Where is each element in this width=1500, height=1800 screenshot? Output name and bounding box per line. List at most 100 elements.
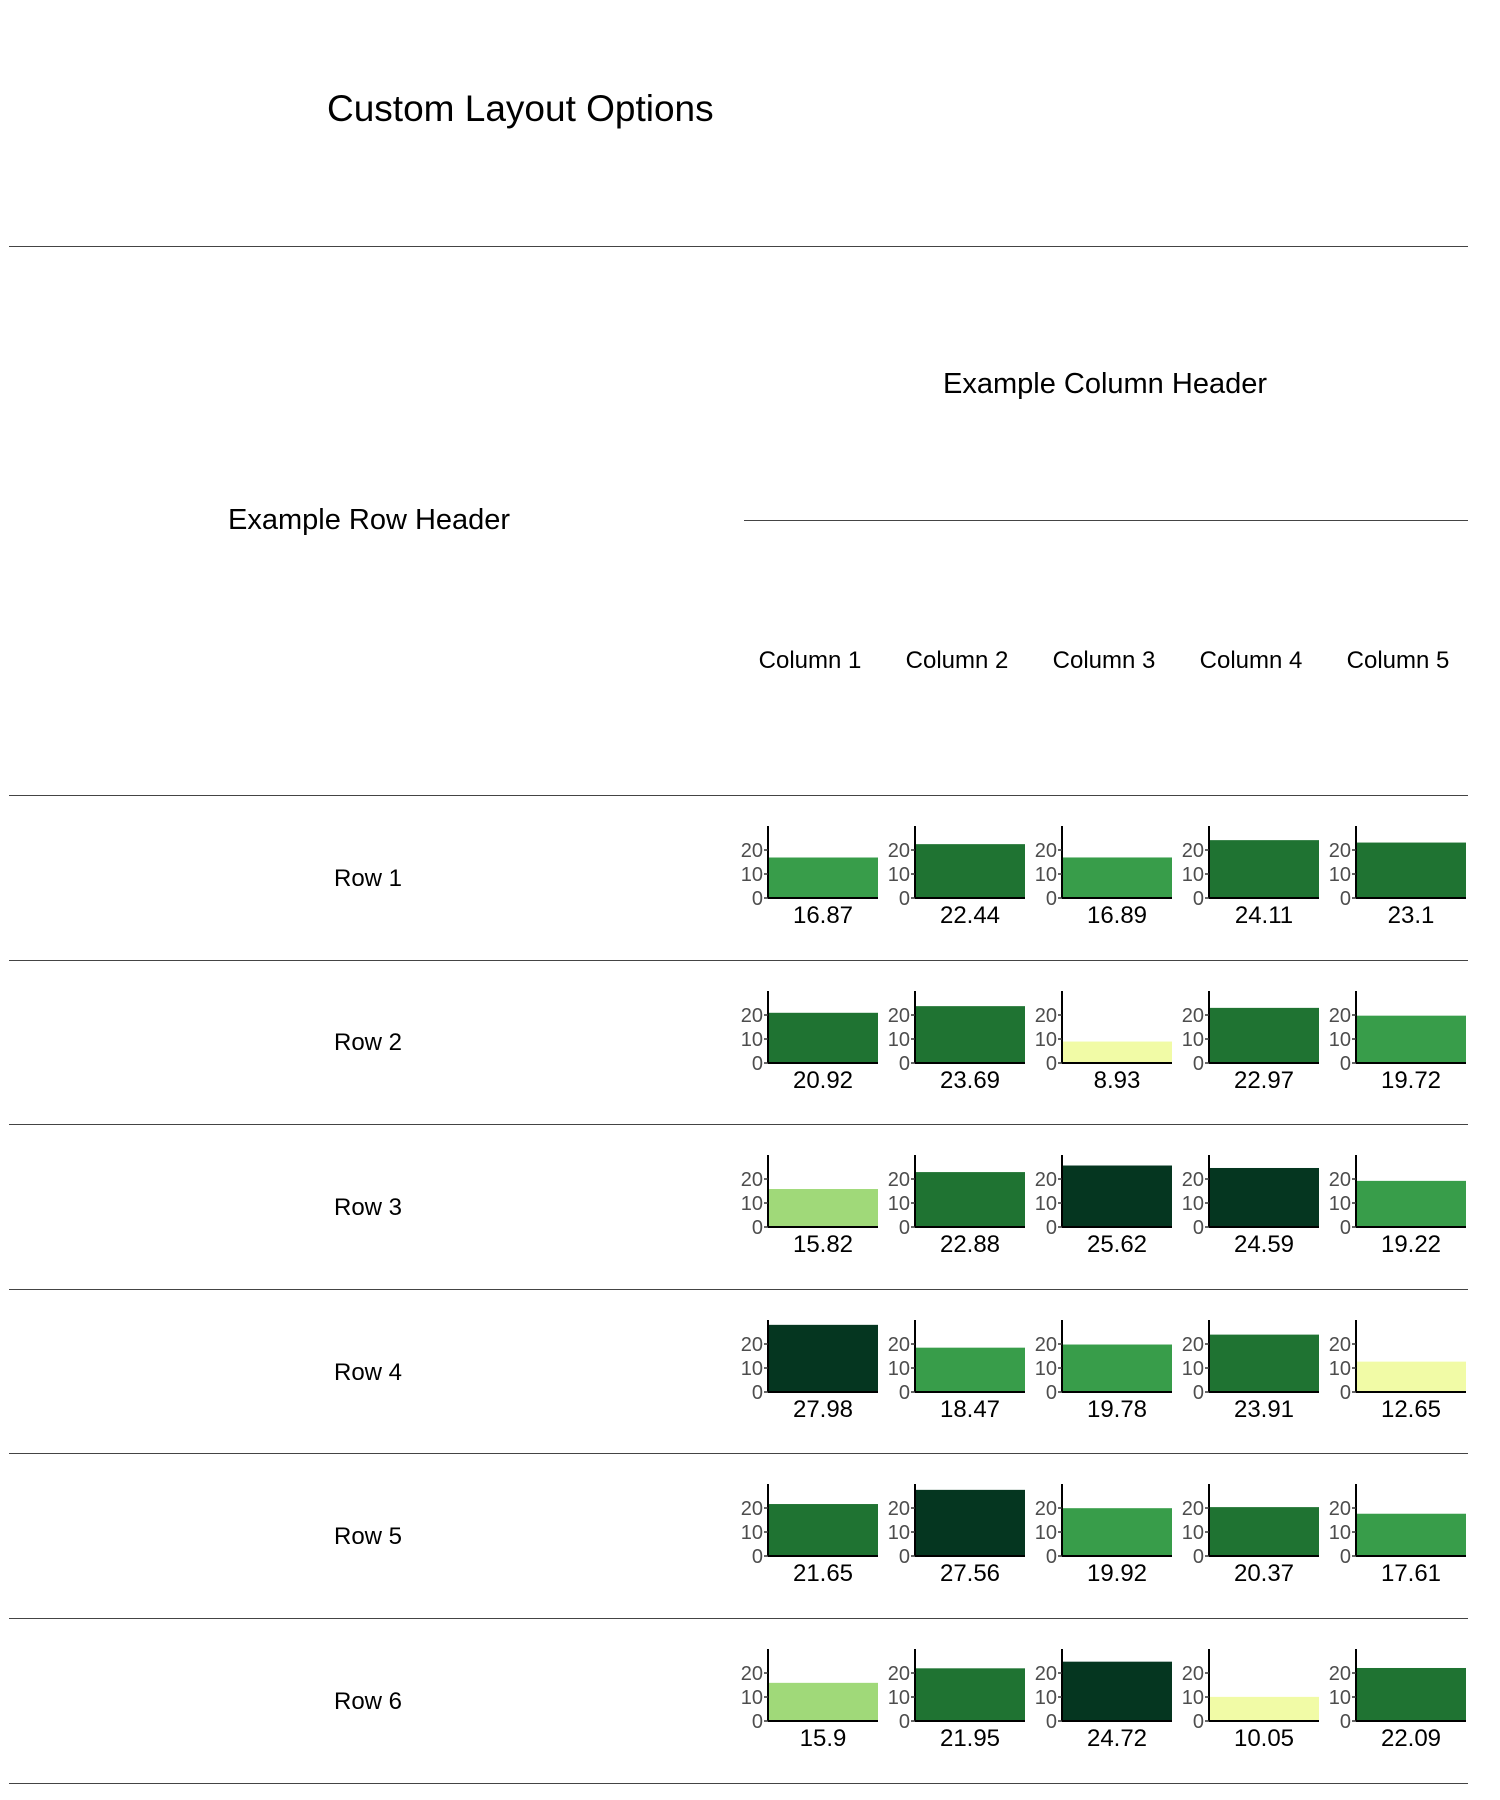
y-tick-label: 0 [752, 1217, 763, 1239]
value-label: 20.92 [793, 1067, 853, 1094]
y-tick-label: 10 [1035, 1193, 1057, 1215]
value-label: 22.88 [940, 1231, 1000, 1258]
value-label: 19.92 [1087, 1560, 1147, 1587]
bar [915, 1668, 1025, 1721]
bar [1356, 842, 1466, 898]
bar [1356, 1667, 1466, 1721]
y-tick-label: 10 [1182, 1029, 1204, 1051]
value-label: 24.59 [1234, 1231, 1294, 1258]
value-label: 23.91 [1234, 1396, 1294, 1423]
y-tick-label: 10 [888, 1687, 910, 1709]
row-group-header: Example Row Header [228, 504, 511, 536]
y-tick-label: 20 [1329, 840, 1351, 862]
y-tick-label: 20 [1035, 1005, 1057, 1027]
y-tick-label: 20 [1182, 1005, 1204, 1027]
row-divider [9, 1618, 1468, 1619]
y-tick-label: 0 [899, 1217, 910, 1239]
y-tick-label: 0 [752, 1053, 763, 1075]
y-tick-label: 20 [888, 1169, 910, 1191]
value-label: 18.47 [940, 1396, 1000, 1423]
value-label: 15.82 [793, 1231, 853, 1258]
y-tick-label: 0 [1340, 1053, 1351, 1075]
table-title: Custom Layout Options [327, 88, 714, 129]
row-label: Row 1 [333, 865, 403, 892]
bar [1356, 1180, 1466, 1227]
value-label: 27.56 [940, 1560, 1000, 1587]
y-tick-label: 0 [1340, 1217, 1351, 1239]
divider-header-bottom [9, 795, 1468, 796]
y-tick-label: 0 [752, 1382, 763, 1404]
y-tick-label: 0 [752, 1546, 763, 1568]
y-tick-label: 0 [899, 1053, 910, 1075]
y-tick-label: 0 [1193, 888, 1204, 910]
value-label: 8.93 [1094, 1067, 1141, 1094]
value-label: 15.9 [800, 1725, 847, 1752]
bar [915, 844, 1025, 898]
y-tick-label: 20 [1329, 1169, 1351, 1191]
y-tick-label: 20 [1182, 1498, 1204, 1520]
y-tick-label: 0 [1340, 1382, 1351, 1404]
value-label: 24.72 [1087, 1725, 1147, 1752]
column-label: Column 5 [1346, 647, 1450, 674]
value-label: 16.89 [1087, 902, 1147, 929]
y-tick-label: 10 [888, 1522, 910, 1544]
y-tick-label: 10 [741, 1029, 763, 1051]
row-label: Row 5 [333, 1523, 403, 1550]
value-label: 16.87 [793, 902, 853, 929]
y-tick-label: 10 [1182, 1522, 1204, 1544]
value-label: 20.37 [1234, 1560, 1294, 1587]
y-tick-label: 20 [888, 1498, 910, 1520]
value-label: 21.95 [940, 1725, 1000, 1752]
y-tick-label: 0 [1193, 1217, 1204, 1239]
y-tick-label: 10 [888, 864, 910, 886]
y-tick-label: 20 [741, 1005, 763, 1027]
y-tick-label: 0 [1046, 1217, 1057, 1239]
bar [1062, 857, 1172, 898]
value-label: 21.65 [793, 1560, 853, 1587]
y-tick-label: 0 [1193, 1711, 1204, 1733]
bar [915, 1006, 1025, 1063]
y-tick-label: 0 [1193, 1546, 1204, 1568]
value-label: 10.05 [1234, 1725, 1294, 1752]
y-tick-label: 20 [1182, 1169, 1204, 1191]
y-tick-label: 10 [741, 1687, 763, 1709]
y-tick-label: 10 [1329, 1029, 1351, 1051]
bar [1356, 1015, 1466, 1063]
y-tick-label: 20 [1329, 1005, 1351, 1027]
value-label: 22.97 [1234, 1067, 1294, 1094]
y-tick-label: 10 [741, 864, 763, 886]
y-tick-label: 10 [1035, 1029, 1057, 1051]
bar [1062, 1661, 1172, 1721]
y-tick-label: 10 [1329, 1193, 1351, 1215]
y-tick-label: 20 [1182, 1663, 1204, 1685]
y-tick-label: 20 [1035, 1663, 1057, 1685]
y-tick-label: 20 [888, 840, 910, 862]
y-tick-label: 0 [1193, 1053, 1204, 1075]
y-tick-label: 10 [888, 1358, 910, 1380]
bar [768, 1504, 878, 1556]
y-tick-label: 0 [1046, 1382, 1057, 1404]
y-tick-label: 0 [1193, 1382, 1204, 1404]
y-tick-label: 20 [741, 1334, 763, 1356]
column-label: Column 1 [758, 647, 862, 674]
y-tick-label: 10 [1329, 1358, 1351, 1380]
y-tick-label: 20 [888, 1334, 910, 1356]
value-label: 22.09 [1381, 1725, 1441, 1752]
y-tick-label: 10 [1329, 864, 1351, 886]
bar [1356, 1513, 1466, 1556]
y-tick-label: 10 [1329, 1687, 1351, 1709]
y-tick-label: 0 [1046, 1711, 1057, 1733]
value-label: 19.78 [1087, 1396, 1147, 1423]
row-divider [9, 1124, 1468, 1125]
y-tick-label: 20 [741, 1498, 763, 1520]
y-tick-label: 20 [1182, 840, 1204, 862]
row-label: Row 6 [333, 1688, 403, 1715]
y-tick-label: 20 [741, 1663, 763, 1685]
y-tick-label: 20 [1182, 1334, 1204, 1356]
row-divider [9, 1289, 1468, 1290]
bar [915, 1489, 1025, 1556]
value-label: 12.65 [1381, 1396, 1441, 1423]
value-label: 24.11 [1235, 902, 1293, 929]
y-tick-label: 0 [899, 1711, 910, 1733]
